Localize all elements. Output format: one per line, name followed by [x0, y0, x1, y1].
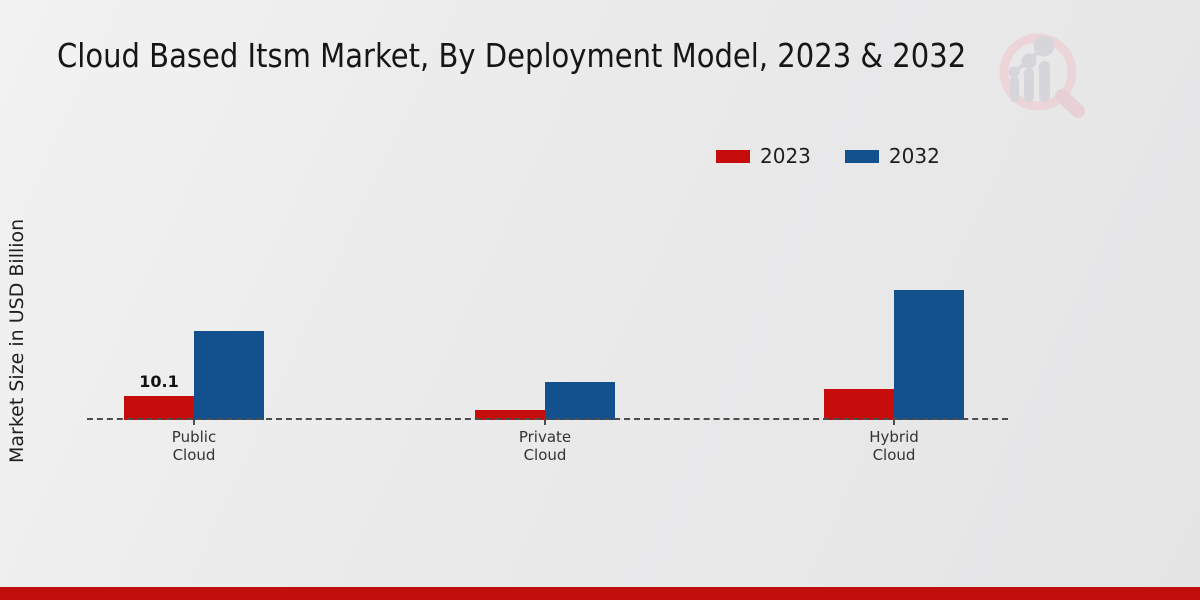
- category-label: Private Cloud: [518, 428, 572, 464]
- bar-2023-public-cloud: [124, 396, 194, 420]
- x-axis-tick: [544, 420, 546, 425]
- legend: 2023 2032: [716, 144, 940, 168]
- bar-2023-hybrid-cloud: [824, 389, 894, 420]
- bottom-accent-bar: [0, 587, 1200, 600]
- x-axis-tick: [893, 420, 895, 425]
- chart-title: Cloud Based Itsm Market, By Deployment M…: [57, 36, 967, 75]
- legend-label-2023: 2023: [760, 144, 811, 168]
- x-axis-baseline: [87, 418, 1008, 420]
- bar-value-label: 10.1: [139, 372, 179, 391]
- legend-label-2032: 2032: [888, 144, 940, 168]
- legend-swatch-2032: [844, 149, 879, 163]
- bar-2023-private-cloud: [475, 410, 545, 420]
- bar-2032-hybrid-cloud: [894, 290, 964, 420]
- x-axis-tick: [193, 420, 195, 425]
- bar-2032-public-cloud: [194, 331, 264, 420]
- legend-swatch-2023: [716, 149, 750, 163]
- bar-2032-private-cloud: [545, 382, 615, 420]
- category-label: Public Cloud: [171, 428, 217, 464]
- magnifier-bar-chart-logo-icon: [999, 33, 1085, 118]
- category-label: Hybrid Cloud: [869, 428, 919, 464]
